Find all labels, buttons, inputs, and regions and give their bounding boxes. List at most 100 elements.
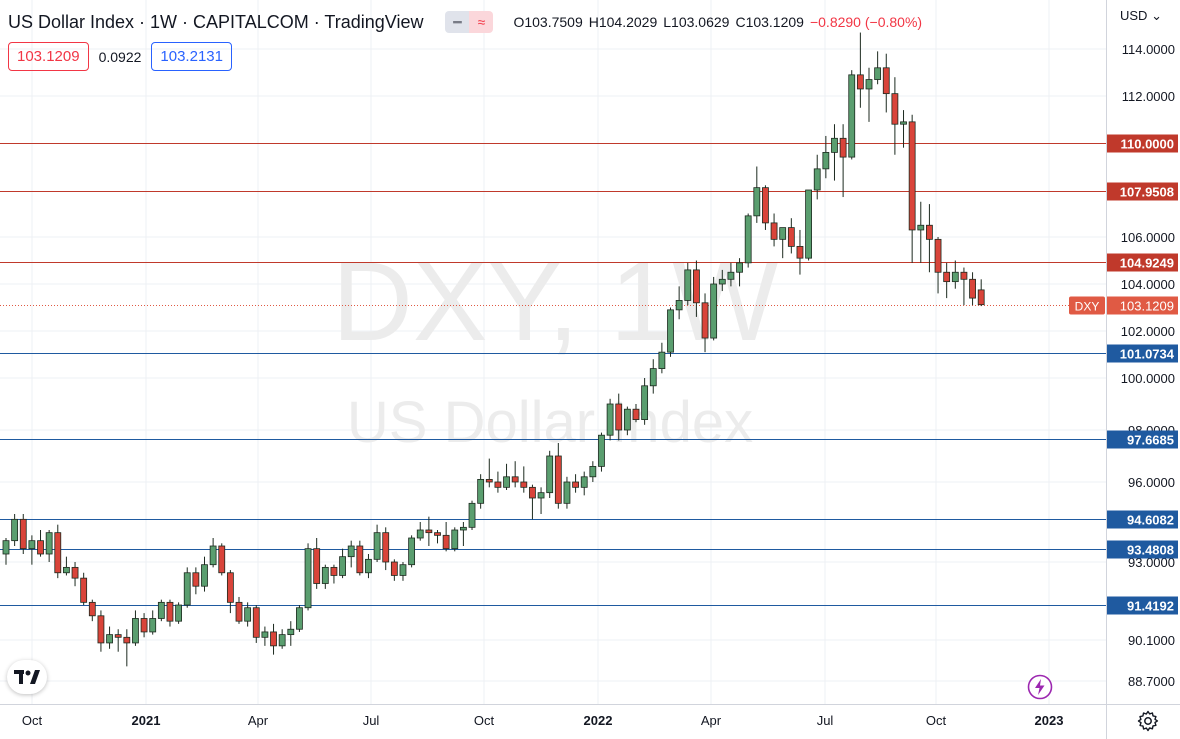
price-tick-label: 114.0000 [1122, 42, 1175, 57]
time-tick-label: 2023 [1035, 713, 1064, 728]
candle [684, 262, 692, 306]
candle-body [632, 408, 640, 421]
candle [37, 530, 44, 557]
candle [753, 166, 761, 223]
candle [11, 514, 19, 546]
candle [390, 559, 398, 581]
candle-body [839, 137, 847, 158]
candle-body [598, 434, 605, 467]
candle [71, 562, 79, 587]
buy-button[interactable]: 103.2131 [151, 42, 232, 71]
support-level-tag [1107, 596, 1178, 615]
candle [408, 535, 416, 568]
candle-body [71, 566, 79, 579]
gear-icon[interactable] [1136, 709, 1160, 733]
candle-body [658, 351, 666, 369]
candle-body [54, 532, 62, 574]
candle [244, 602, 252, 627]
time-tick-label: Jul [363, 713, 380, 728]
currency-selector[interactable]: USD ⌄ [1120, 8, 1162, 24]
candle-body [615, 403, 623, 431]
symbol-title[interactable]: US Dollar Index · 1W · CAPITALCOM · Trad… [8, 11, 424, 32]
candle-body [572, 481, 579, 488]
candle [615, 393, 623, 441]
candle-body [529, 486, 536, 499]
candle-body [183, 572, 191, 606]
candle [494, 471, 502, 493]
candle [598, 432, 605, 472]
horizontal-levels [0, 143, 1106, 606]
candle [537, 487, 545, 514]
candle [149, 610, 157, 635]
candle-body [63, 566, 70, 574]
watermark-name: US Dollar Index [347, 390, 753, 455]
wave-icon[interactable]: ≈ [469, 11, 494, 33]
candle-body [416, 529, 424, 539]
candle [270, 623, 277, 655]
candle-body [848, 74, 856, 158]
candle-body [192, 572, 200, 587]
candle-body [882, 67, 890, 95]
candle [278, 629, 286, 649]
candle-body [37, 540, 44, 555]
candle-body [356, 545, 364, 574]
candle [459, 522, 467, 546]
candle-body [641, 385, 649, 420]
candle [623, 406, 631, 436]
candle [693, 260, 700, 317]
candle-body [434, 532, 441, 536]
grid [0, 0, 1106, 704]
candle [736, 258, 743, 287]
candle-body [718, 278, 726, 285]
candle [304, 543, 312, 611]
candle [416, 522, 424, 541]
candle-body [546, 455, 554, 494]
sell-button[interactable]: 103.1209 [8, 42, 89, 71]
change-value: −0.8290 (−0.80%) [809, 14, 923, 30]
price-tags: 110.0000 107.9508 104.9249 101.0734 97.6685 9… [1069, 134, 1178, 615]
time-axis[interactable]: Oct 2021 Apr Jul Oct 2022 Apr Jul Oct 2023 [22, 713, 1064, 728]
candle [546, 450, 554, 498]
last-price-tag-label: 103.1209 [1120, 299, 1174, 314]
candle [822, 135, 830, 179]
support-level-tag [1107, 430, 1178, 449]
candle-body [744, 215, 752, 264]
candle [321, 564, 329, 589]
candle-body [88, 601, 96, 617]
candle-body [244, 607, 252, 622]
candle [649, 359, 657, 394]
watermark-symbol: DXY, 1W [332, 239, 778, 364]
candle [175, 602, 183, 624]
candle-body [623, 408, 631, 431]
price-tick-label: 100.0000 [1121, 371, 1175, 386]
candle [201, 556, 208, 592]
resistance-level-tag [1107, 182, 1178, 201]
candle [235, 596, 243, 624]
candle-body [218, 545, 226, 574]
candles [2, 32, 985, 667]
candle-body [779, 227, 787, 240]
candle [762, 185, 769, 230]
time-tick-label: Apr [248, 713, 269, 728]
candle-body [874, 67, 882, 80]
candle-body [339, 556, 346, 576]
candle-body [580, 476, 588, 488]
close-value: C103.1209 [735, 14, 804, 30]
resistance-level-tag [1107, 134, 1178, 153]
tradingview-logo-icon[interactable] [7, 660, 47, 694]
candle-body [132, 618, 139, 644]
candle [563, 476, 571, 509]
minus-icon[interactable]: ━ [445, 11, 470, 33]
time-tick-label: Oct [22, 713, 43, 728]
candle [779, 227, 787, 259]
candle-body [727, 271, 735, 280]
flash-icon[interactable] [1027, 674, 1053, 700]
candle-body [477, 478, 485, 504]
candle [951, 260, 959, 289]
candle-body [485, 478, 493, 483]
time-tick-label: Jul [817, 713, 834, 728]
candle-body [451, 529, 459, 550]
candle [54, 524, 62, 579]
candle [477, 474, 485, 509]
